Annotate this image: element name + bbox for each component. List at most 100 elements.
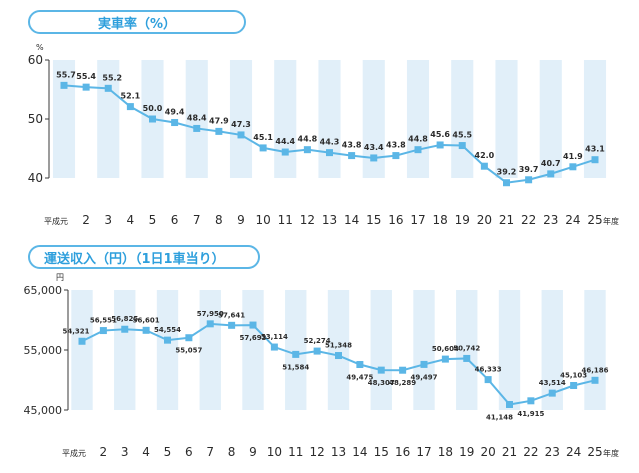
x-axis-suffix: 年度	[603, 448, 619, 458]
y-tick-label: 45,000	[24, 404, 63, 417]
x-tick-label: 24	[565, 213, 580, 227]
data-point	[335, 352, 342, 360]
x-tick-label: 8	[228, 445, 236, 459]
x-tick-label: 2	[100, 445, 108, 459]
x-tick-label: 16	[388, 213, 403, 227]
x-tick-label: 25	[587, 213, 602, 227]
data-label: 57,641	[218, 311, 245, 319]
x-tick-label: 22	[523, 445, 538, 459]
x-tick-label: 23	[543, 213, 558, 227]
bg-stripe	[318, 60, 341, 178]
bg-stripe	[498, 290, 521, 410]
bg-stripe	[97, 60, 120, 178]
data-point	[525, 176, 533, 184]
bg-stripe	[327, 290, 350, 410]
data-label: 44.4	[275, 137, 295, 146]
x-tick-label: 19	[459, 445, 474, 459]
data-label: 39.7	[519, 165, 539, 174]
bg-stripe	[156, 290, 179, 410]
x-tick-label: 2	[82, 213, 90, 227]
data-point	[171, 119, 179, 127]
x-tick-label: 4	[127, 213, 135, 227]
data-label: 43.1	[585, 145, 605, 154]
data-point	[591, 156, 599, 164]
x-tick-label: 4	[142, 445, 150, 459]
data-point	[78, 337, 86, 345]
data-point	[249, 321, 257, 329]
data-label: 55.7	[56, 70, 76, 79]
data-point	[548, 389, 556, 397]
data-label: 53,114	[261, 333, 288, 341]
bg-stripe	[413, 290, 435, 410]
data-point	[503, 179, 510, 187]
data-label: 47.9	[209, 116, 229, 125]
data-label: 55.4	[76, 72, 96, 81]
data-point	[60, 81, 68, 89]
x-tick-label: 21	[499, 213, 514, 227]
bg-stripe	[495, 60, 518, 178]
data-label: 45.5	[452, 131, 472, 140]
bg-stripe	[274, 60, 297, 178]
data-label: 44.8	[408, 135, 428, 144]
x-tick-label: 平成元	[62, 448, 86, 458]
bg-stripe	[539, 60, 562, 178]
x-tick-label: 9	[237, 213, 245, 227]
data-point	[348, 152, 356, 160]
data-point	[377, 366, 385, 374]
x-tick-label: 5	[149, 213, 157, 227]
x-tick-label: 25	[587, 445, 602, 459]
bg-stripe	[71, 290, 93, 410]
x-tick-label: 14	[352, 445, 367, 459]
data-label: 45,103	[560, 372, 587, 380]
data-point	[484, 376, 492, 384]
data-point	[570, 382, 578, 390]
data-point	[420, 360, 428, 368]
data-label: 50,604	[432, 345, 459, 353]
data-point	[185, 334, 193, 342]
bg-stripe	[451, 60, 474, 178]
data-label: 39.2	[497, 168, 517, 177]
x-tick-label: 7	[193, 213, 201, 227]
x-tick-label: 16	[395, 445, 410, 459]
data-label: 55,057	[175, 347, 202, 355]
x-tick-label: 24	[566, 445, 581, 459]
bg-stripe	[199, 290, 221, 410]
data-point	[458, 142, 466, 150]
data-point	[370, 154, 378, 162]
data-point	[126, 103, 134, 111]
data-point	[414, 146, 422, 154]
data-point	[506, 400, 513, 408]
data-point	[99, 327, 107, 335]
chart-title-jissharitsu: 実車率（%）	[28, 10, 246, 34]
data-point	[547, 170, 555, 178]
x-tick-label: 15	[374, 445, 389, 459]
data-point	[149, 115, 156, 123]
data-point	[303, 146, 311, 154]
data-label: 41,148	[486, 413, 513, 421]
x-tick-label: 21	[502, 445, 517, 459]
x-tick-label: 8	[215, 213, 223, 227]
data-label: 50,742	[453, 344, 480, 352]
data-label: 43,514	[539, 379, 566, 387]
x-tick-label: 20	[480, 445, 495, 459]
data-point	[356, 361, 364, 369]
data-label: 47.3	[231, 120, 251, 129]
data-label: 52.1	[121, 92, 141, 101]
data-point	[164, 336, 171, 344]
x-axis-suffix: 年度	[603, 216, 619, 226]
data-label: 48,289	[389, 379, 416, 387]
data-label: 54,321	[62, 327, 89, 335]
data-label: 49,475	[346, 374, 373, 382]
x-tick-label: 7	[206, 445, 214, 459]
x-tick-label: 11	[288, 445, 303, 459]
data-label: 40.7	[541, 159, 561, 168]
x-tick-label: 12	[309, 445, 324, 459]
bg-stripe	[52, 60, 76, 178]
bg-stripe	[456, 290, 478, 410]
data-label: 56,825	[111, 315, 138, 323]
data-point	[591, 376, 599, 384]
y-tick-label: 55,000	[24, 344, 63, 357]
bg-stripe	[242, 290, 264, 410]
x-tick-label: 18	[438, 445, 453, 459]
